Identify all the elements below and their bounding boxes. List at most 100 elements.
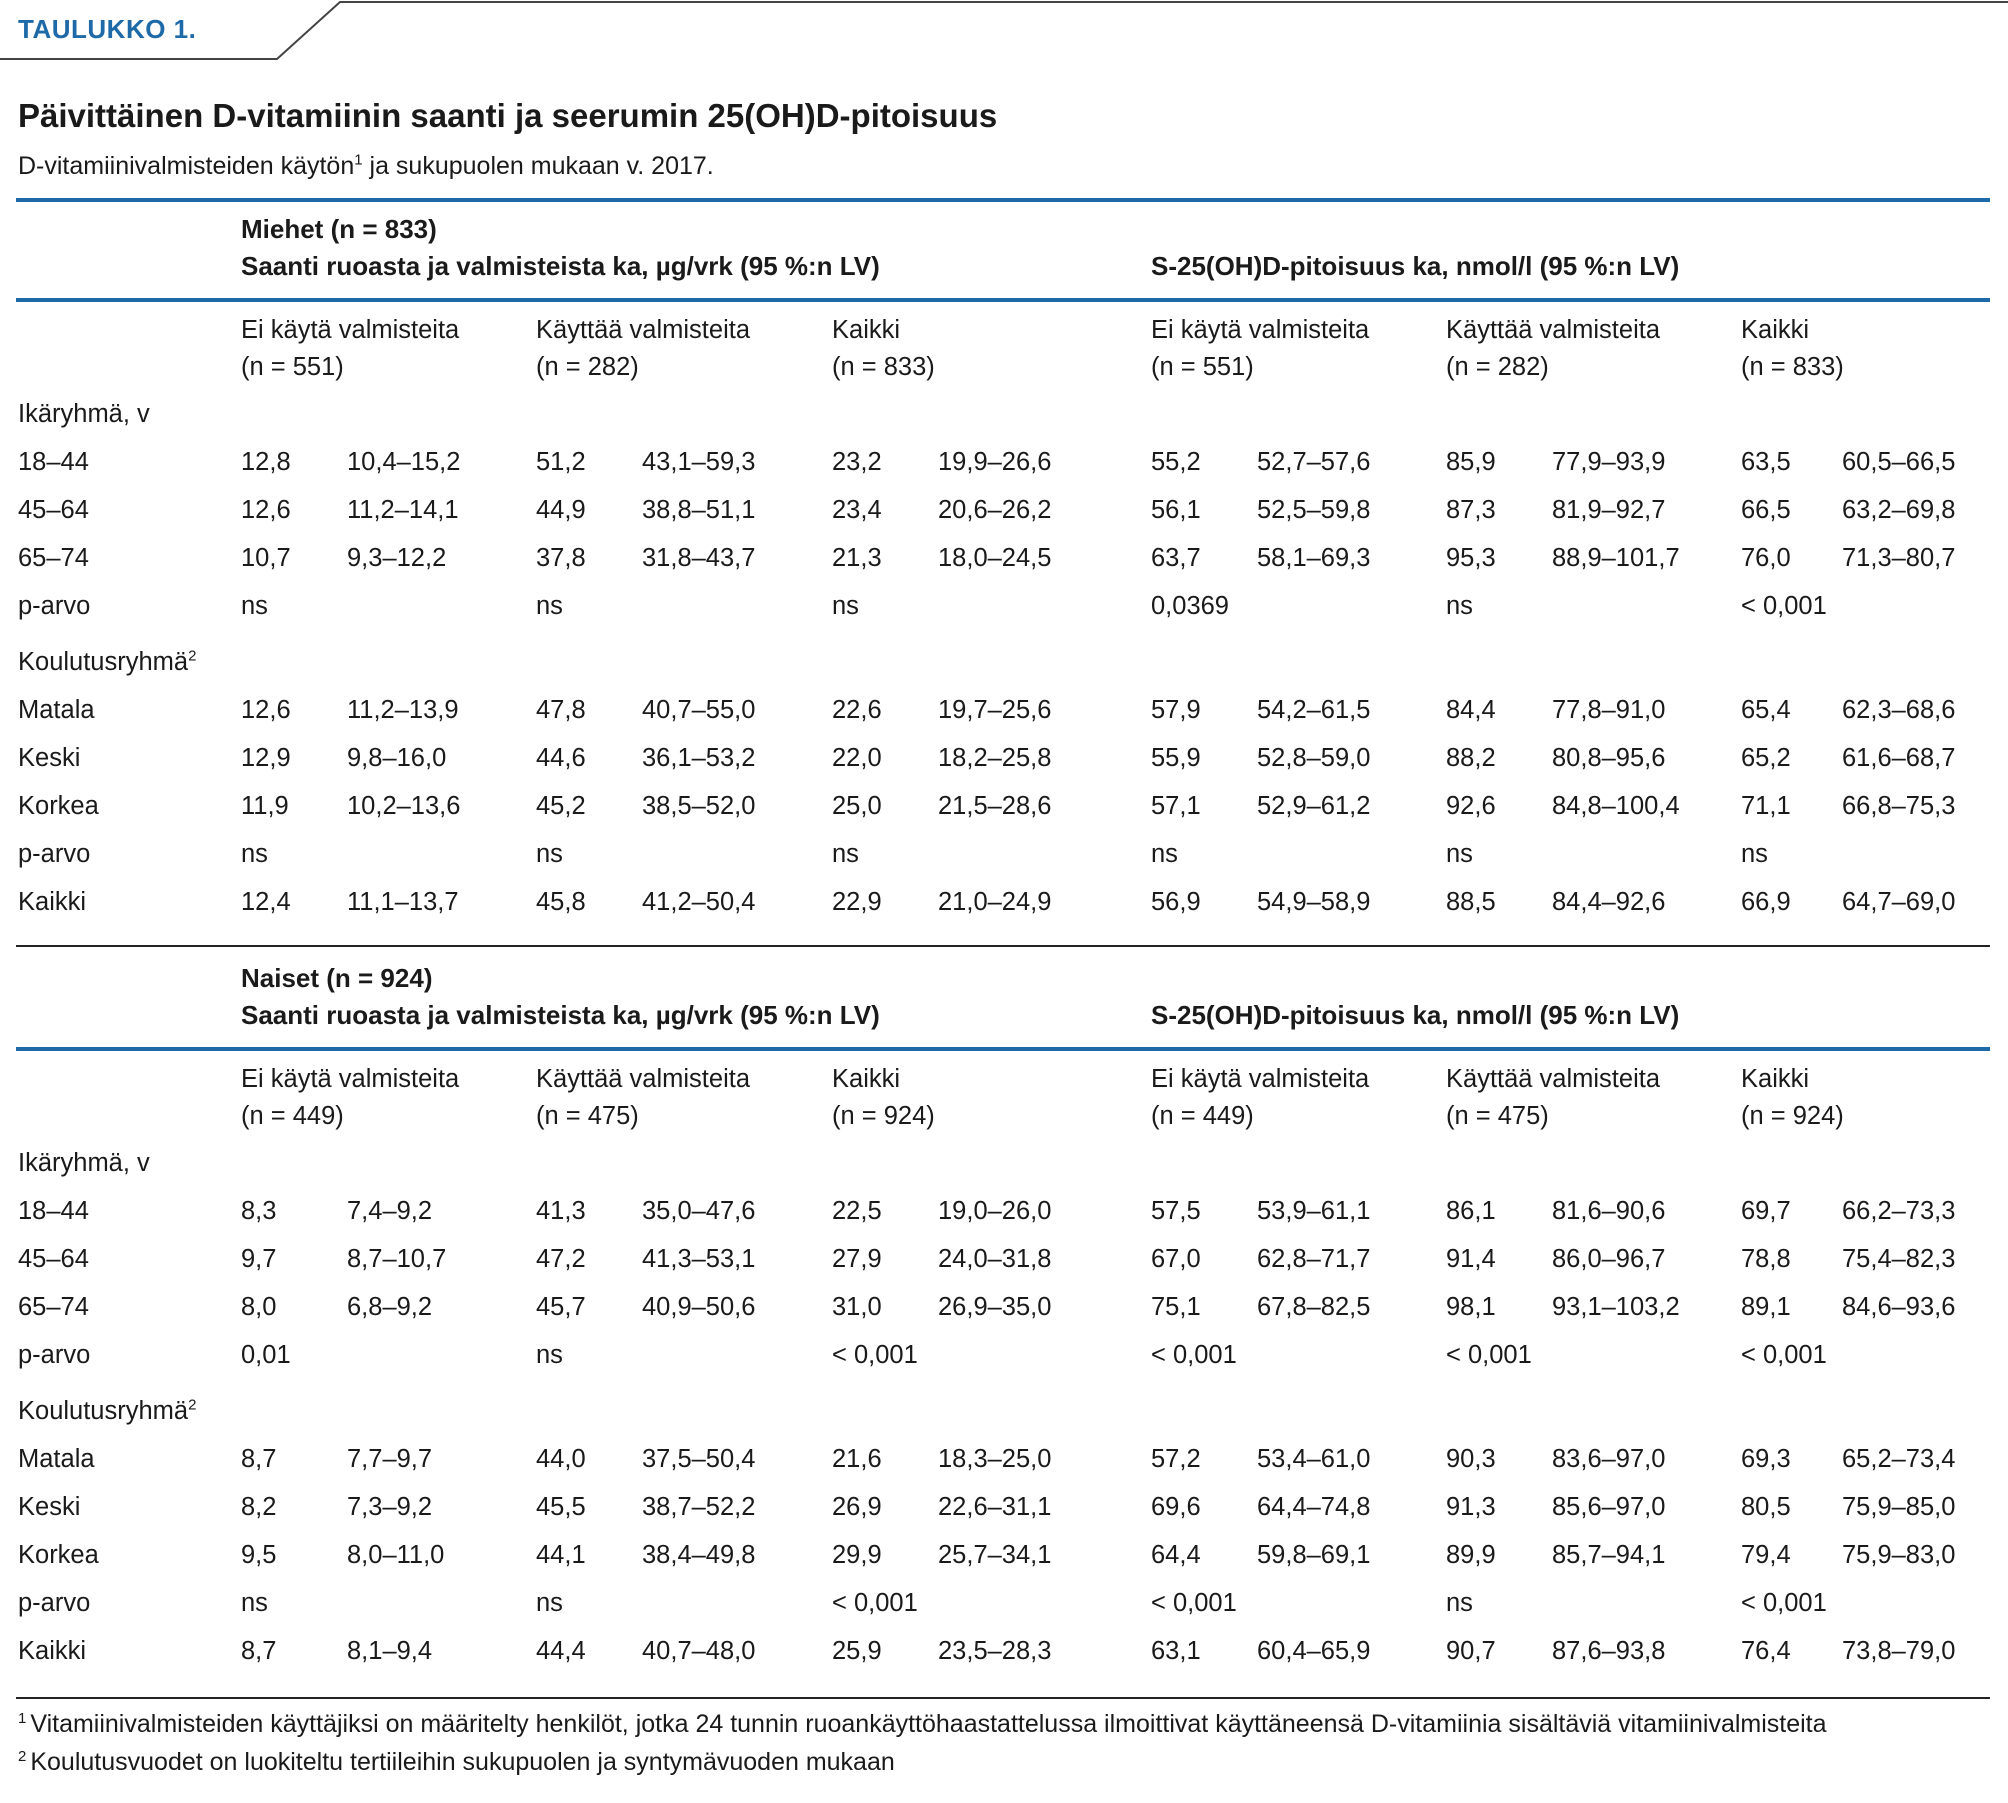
- table-cell-mean: 45,8: [536, 888, 586, 916]
- table-cell-mean: 9,7: [241, 1245, 277, 1273]
- table-cell-ci: 85,6–97,0: [1552, 1493, 1666, 1521]
- table-cell-mean: 56,9: [1151, 888, 1201, 916]
- table-cell-ci: 10,2–13,6: [347, 792, 461, 820]
- table-cell-ci: 60,4–65,9: [1257, 1637, 1371, 1665]
- footnote-2-text: Koulutusvuodet on luokiteltu tertiileihi…: [30, 1748, 895, 1776]
- table-cell-ci: 21,5–28,6: [938, 792, 1052, 820]
- section-divider: [16, 945, 1990, 947]
- table-cell-ci: 6,8–9,2: [347, 1293, 433, 1321]
- table-cell-ci: 73,8–79,0: [1842, 1637, 1956, 1665]
- row-label: 45–64: [18, 497, 89, 524]
- table-cell-mean: 21,3: [832, 544, 882, 572]
- table-cell-mean: 22,0: [832, 744, 882, 772]
- column-header-n: (n = 449): [1151, 1102, 1254, 1130]
- table-cell-ci: 81,6–90,6: [1552, 1197, 1666, 1225]
- column-header-n: (n = 475): [1446, 1102, 1549, 1130]
- table-cell-ci: 75,9–85,0: [1842, 1493, 1956, 1521]
- table-cell-mean: 71,1: [1741, 792, 1791, 820]
- table-cell-mean: 8,3: [241, 1197, 277, 1225]
- table-cell-ci: 18,2–25,8: [938, 744, 1052, 772]
- table-cell-ci: 53,9–61,1: [1257, 1197, 1371, 1225]
- table-cell-ci: 26,9–35,0: [938, 1293, 1052, 1321]
- table-cell-mean: ns: [536, 592, 563, 620]
- table-cell-mean: 91,4: [1446, 1245, 1496, 1273]
- table-cell-ci: 84,8–100,4: [1552, 792, 1680, 820]
- table-cell-mean: 12,9: [241, 744, 291, 772]
- table-cell-ci: 85,7–94,1: [1552, 1541, 1666, 1569]
- table-cell-ci: 41,3–53,1: [642, 1245, 756, 1273]
- table-cell-mean: 56,1: [1151, 496, 1201, 524]
- serum-header: S-25(OH)D-pitoisuus ka, nmol/l (95 %:n L…: [1151, 1000, 1680, 1030]
- row-label: p-arvo: [18, 593, 90, 620]
- table-cell-mean: 86,1: [1446, 1197, 1496, 1225]
- table-cell-mean: ns: [536, 840, 563, 868]
- table-cell-mean: 92,6: [1446, 792, 1496, 820]
- row-label-text: Korkea: [18, 1541, 99, 1569]
- table-cell-ci: 88,9–101,7: [1552, 544, 1680, 572]
- row-label-text: 65–74: [18, 1293, 89, 1321]
- table-cell-mean: < 0,001: [1741, 592, 1827, 620]
- table-cell-mean: 26,9: [832, 1493, 882, 1521]
- table-cell-mean: 9,5: [241, 1541, 277, 1569]
- table-cell-ci: 7,3–9,2: [347, 1493, 433, 1521]
- row-label: Kaikki: [18, 1638, 86, 1665]
- table-cell-ci: 20,6–26,2: [938, 496, 1052, 524]
- table-cell-ci: 23,5–28,3: [938, 1637, 1052, 1665]
- column-header-label: Kaikki: [832, 1065, 901, 1093]
- column-header-label: Ei käytä valmisteita: [1151, 316, 1370, 344]
- table-cell-mean: 27,9: [832, 1245, 882, 1273]
- table-cell-mean: ns: [832, 840, 859, 868]
- row-label: 45–64: [18, 1246, 89, 1273]
- table-cell-ci: 66,8–75,3: [1842, 792, 1956, 820]
- table-cell-mean: < 0,001: [1741, 1341, 1827, 1369]
- table-cell-mean: 65,2: [1741, 744, 1791, 772]
- table-cell-mean: ns: [1446, 1589, 1473, 1617]
- table-cell-ci: 54,9–58,9: [1257, 888, 1371, 916]
- table-cell-mean: 22,9: [832, 888, 882, 916]
- table-cell-ci: 11,2–14,1: [347, 496, 459, 524]
- table-cell-ci: 7,4–9,2: [347, 1197, 433, 1225]
- table-cell-mean: 55,2: [1151, 448, 1201, 476]
- column-header-label: Kaikki: [832, 316, 901, 344]
- row-label-text: Matala: [18, 1445, 95, 1473]
- table-subtitle: D-vitamiinivalmisteiden käytön1 ja sukup…: [18, 152, 714, 181]
- footnote-2: 2 Koulutusvuodet on luokiteltu tertiileih…: [18, 1747, 895, 1776]
- row-label: 65–74: [18, 545, 89, 572]
- column-header: Ei käytä valmisteita (n = 551): [1151, 312, 1369, 386]
- table-cell-mean: 45,2: [536, 792, 586, 820]
- column-header-n: (n = 475): [536, 1102, 639, 1130]
- table-cell-ci: 38,8–51,1: [642, 496, 756, 524]
- table-cell-ci: 52,7–57,6: [1257, 448, 1371, 476]
- table-cell-ci: 54,2–61,5: [1257, 696, 1371, 724]
- table-cell-ci: 9,8–16,0: [347, 744, 447, 772]
- footnote-2-marker: 2: [18, 1747, 27, 1765]
- table-cell-ci: 86,0–96,7: [1552, 1245, 1666, 1273]
- table-cell-mean: 12,6: [241, 496, 291, 524]
- intake-header: Saanti ruoasta ja valmisteista ka, µg/vr…: [241, 1000, 880, 1030]
- table-cell-mean: 63,7: [1151, 544, 1201, 572]
- intake-header: Saanti ruoasta ja valmisteista ka, µg/vr…: [241, 251, 880, 281]
- row-label: Matala: [18, 697, 95, 724]
- table-cell-mean: 8,0: [241, 1293, 277, 1321]
- group-label: Naiset (n = 924): [241, 963, 433, 993]
- table-cell-mean: 89,9: [1446, 1541, 1496, 1569]
- table-cell-mean: 21,6: [832, 1445, 882, 1473]
- row-label: p-arvo: [18, 1342, 90, 1369]
- column-header: Ei käytä valmisteita (n = 449): [241, 1061, 459, 1135]
- table-cell-mean: 87,3: [1446, 496, 1496, 524]
- table-cell-ci: 52,8–59,0: [1257, 744, 1371, 772]
- table-cell-mean: 31,0: [832, 1293, 882, 1321]
- table-cell-mean: 88,5: [1446, 888, 1496, 916]
- row-group-label: Ikäryhmä, v: [18, 1150, 150, 1177]
- row-group-label: Koulutusryhmä2: [18, 1398, 196, 1425]
- table-cell-ci: 43,1–59,3: [642, 448, 756, 476]
- row-label: 18–44: [18, 449, 89, 476]
- row-group-label: Koulutusryhmä2: [18, 649, 196, 676]
- column-header-label: Kaikki: [1741, 1065, 1810, 1093]
- table-cell-ci: 67,8–82,5: [1257, 1293, 1371, 1321]
- row-label: 18–44: [18, 1198, 89, 1225]
- header-rule: [16, 298, 1990, 302]
- table-cell-mean: < 0,001: [832, 1589, 918, 1617]
- table-cell-ci: 53,4–61,0: [1257, 1445, 1371, 1473]
- row-label: 65–74: [18, 1293, 89, 1321]
